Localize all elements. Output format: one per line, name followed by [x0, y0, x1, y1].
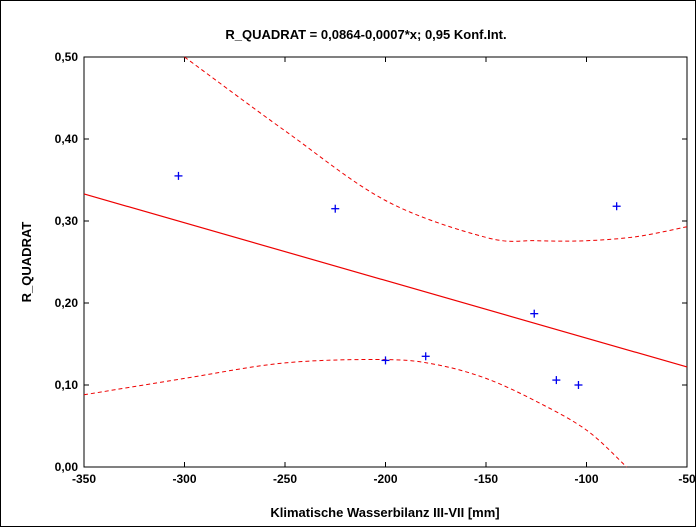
data-point	[331, 204, 340, 213]
x-tick-label: -150	[474, 472, 498, 486]
x-tick-label: -250	[273, 472, 297, 486]
data-point	[530, 309, 539, 318]
y-axis-ticks: 0,00 0,10 0,20 0,30 0,40 0,50	[55, 50, 687, 474]
x-axis-ticks: -350 -300 -250 -200 -150 -100 -50	[72, 57, 695, 486]
x-tick-label: -200	[373, 472, 397, 486]
data-point	[421, 352, 430, 361]
x-axis-label: Klimatische Wasserbilanz III-VII [mm]	[270, 505, 499, 520]
confidence-band-upper	[184, 56, 688, 242]
y-tick-label: 0,40	[55, 132, 79, 146]
data-point	[552, 376, 561, 385]
x-tick-label: -300	[172, 472, 196, 486]
x-tick-label: -350	[72, 472, 96, 486]
data-point	[174, 171, 183, 180]
y-axis-label: R_QUADRAT	[19, 222, 34, 303]
y-tick-label: 0,10	[55, 378, 79, 392]
plot-area	[83, 56, 688, 468]
y-tick-label: 0,20	[55, 296, 79, 310]
x-tick-label: -100	[574, 472, 598, 486]
y-tick-label: 0,00	[55, 460, 79, 474]
data-point	[612, 202, 621, 211]
plot-frame	[83, 56, 688, 468]
data-point	[381, 356, 390, 365]
regression-line	[83, 193, 688, 368]
x-tick-label: -50	[678, 472, 695, 486]
confidence-band-lower	[83, 359, 628, 468]
y-tick-label: 0,50	[55, 50, 79, 64]
chart-title: R_QUADRAT = 0,0864-0,0007*x; 0,95 Konf.I…	[225, 27, 506, 42]
data-point	[574, 381, 583, 389]
y-tick-label: 0,30	[55, 214, 79, 228]
